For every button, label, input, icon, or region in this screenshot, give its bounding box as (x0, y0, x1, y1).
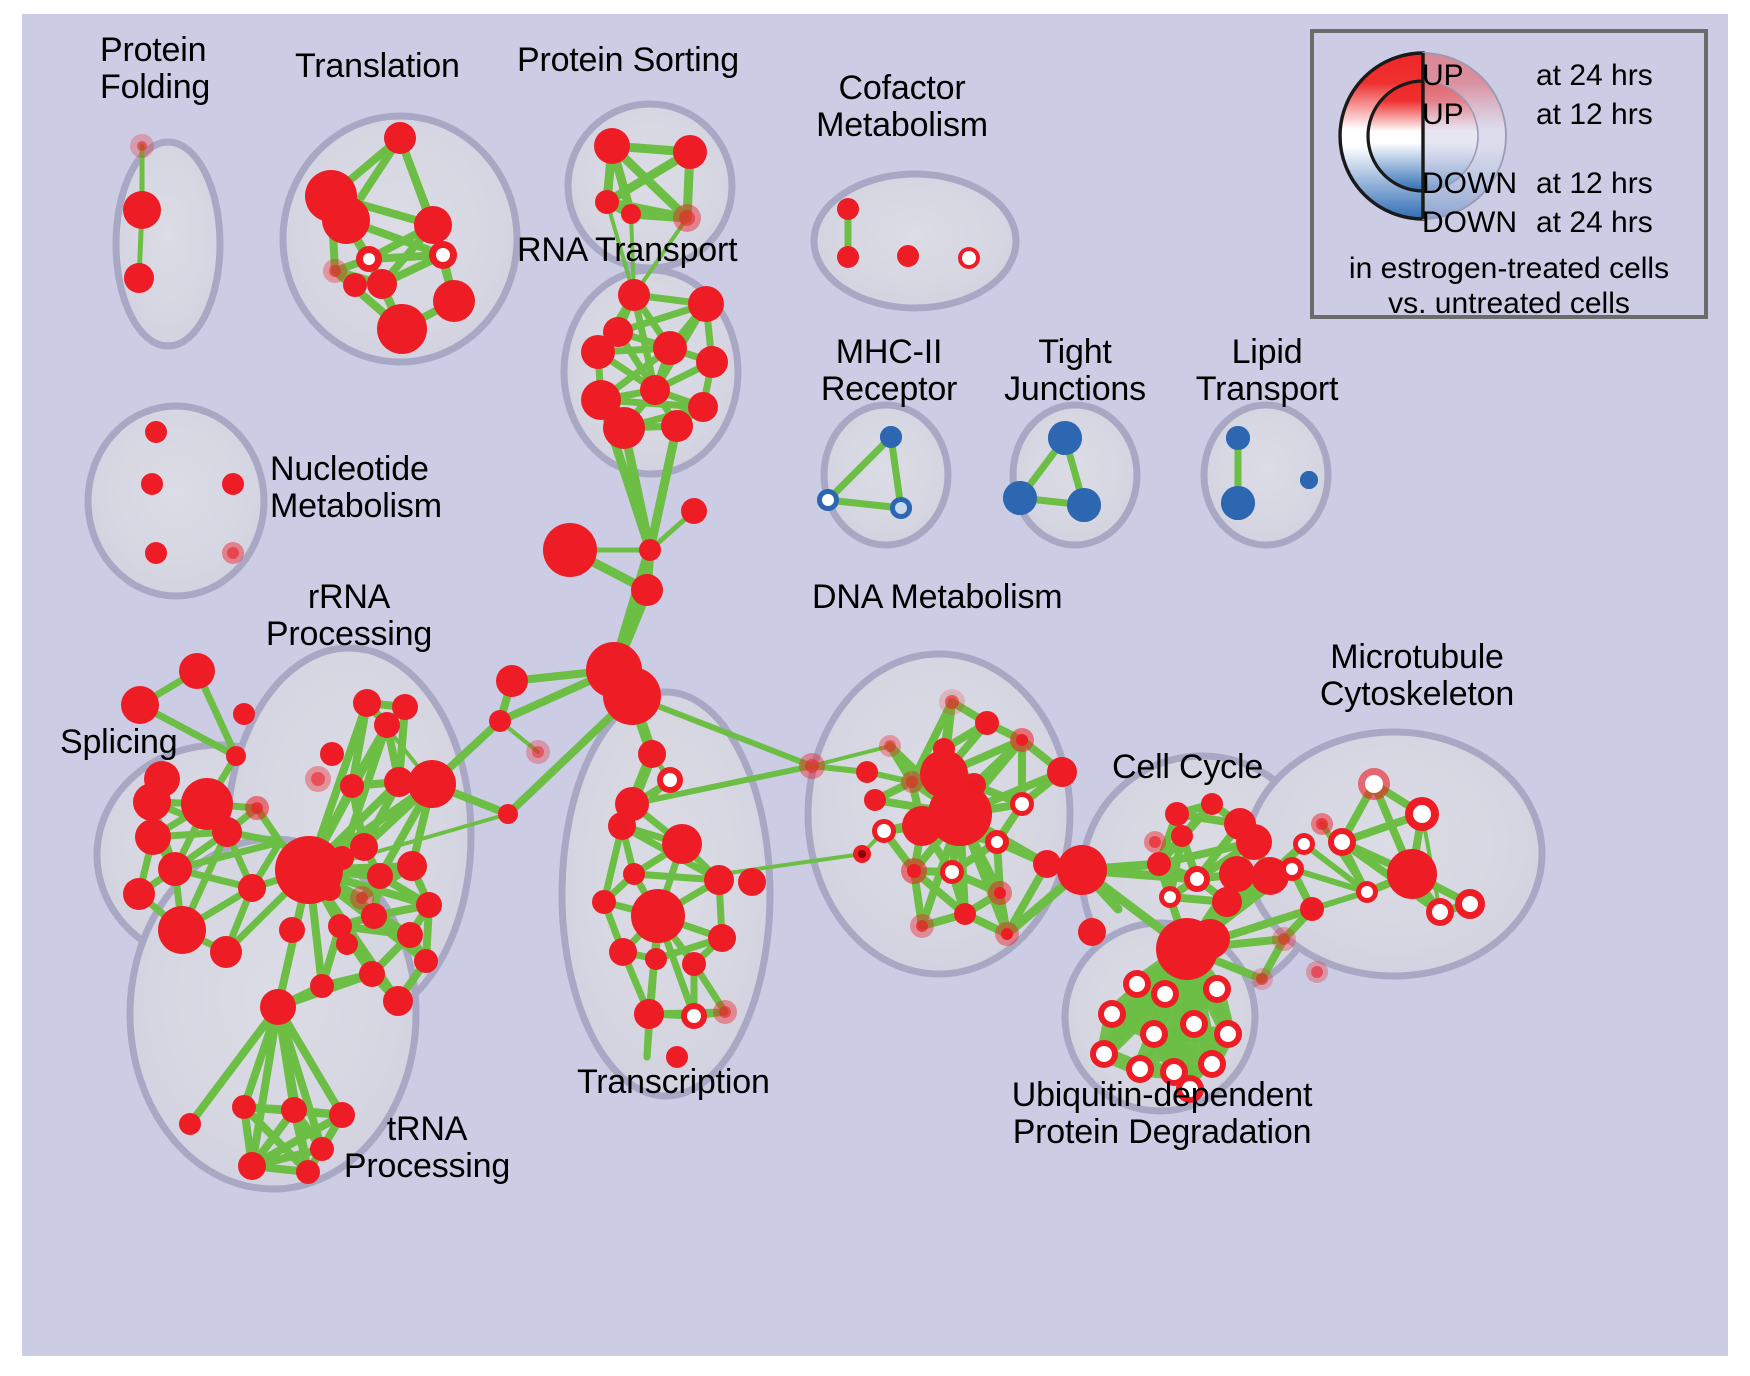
label-nucleotide-metabolism: Nucleotide Metabolism (270, 450, 442, 525)
legend-up-24-direction: UP (1422, 59, 1464, 92)
network-diagram: Protein Folding Translation Protein Sort… (22, 14, 1728, 1356)
label-tight-junctions: Tight Junctions (1004, 333, 1146, 408)
legend-inner-12hrs (1366, 79, 1479, 193)
label-cofactor-metabolism: Cofactor Metabolism (816, 69, 988, 144)
label-transcription: Transcription (577, 1063, 770, 1101)
bubble-nucleotide (84, 402, 268, 600)
legend-caption-line1: in estrogen-treated cells (1348, 252, 1670, 285)
label-rna-transport: RNA Transport (517, 231, 738, 269)
label-microtubule: Microtubule Cytoskeleton (1319, 638, 1515, 713)
legend-down-24-direction: DOWN (1422, 206, 1517, 239)
legend-down-12-direction: DOWN (1422, 167, 1517, 200)
legend-down-24-time: at 24 hrs (1536, 206, 1653, 239)
label-ubiquitin-degradation: Ubiquitin-dependent Protein Degradation (1011, 1076, 1313, 1151)
label-lipid-transport: Lipid Transport (1195, 333, 1339, 408)
label-splicing: Splicing (60, 723, 178, 761)
label-dna-metabolism: DNA Metabolism (812, 578, 1063, 616)
label-cell-cycle: Cell Cycle (1112, 748, 1264, 786)
network-graphic (84, 100, 1546, 1193)
legend-up-12-time: at 12 hrs (1536, 98, 1653, 131)
legend-panel: UP at 24 hrs UP at 12 hrs DOWN at 12 hrs… (1310, 29, 1708, 320)
bubble-cofactor (810, 170, 1020, 312)
label-protein-sorting: Protein Sorting (517, 41, 739, 79)
label-protein-folding: Protein Folding (100, 31, 211, 106)
legend-ring-diagram (1338, 51, 1507, 221)
legend-down-12-time: at 12 hrs (1536, 167, 1653, 200)
legend-up-12-direction: UP (1422, 98, 1464, 131)
label-translation: Translation (295, 47, 460, 85)
bubble-mhc (820, 401, 952, 549)
legend-caption-line2: vs. untreated cells (1388, 287, 1630, 320)
label-rrna-processing: rRNA Processing (265, 578, 433, 653)
blue-nodes-top (817, 421, 1318, 522)
label-trna-processing: tRNA Processing (343, 1110, 511, 1185)
label-mhc-ii-receptor: MHC-II Receptor (820, 333, 958, 408)
legend-up-24-time: at 24 hrs (1536, 59, 1653, 92)
bubble-protein-folding (112, 138, 224, 350)
